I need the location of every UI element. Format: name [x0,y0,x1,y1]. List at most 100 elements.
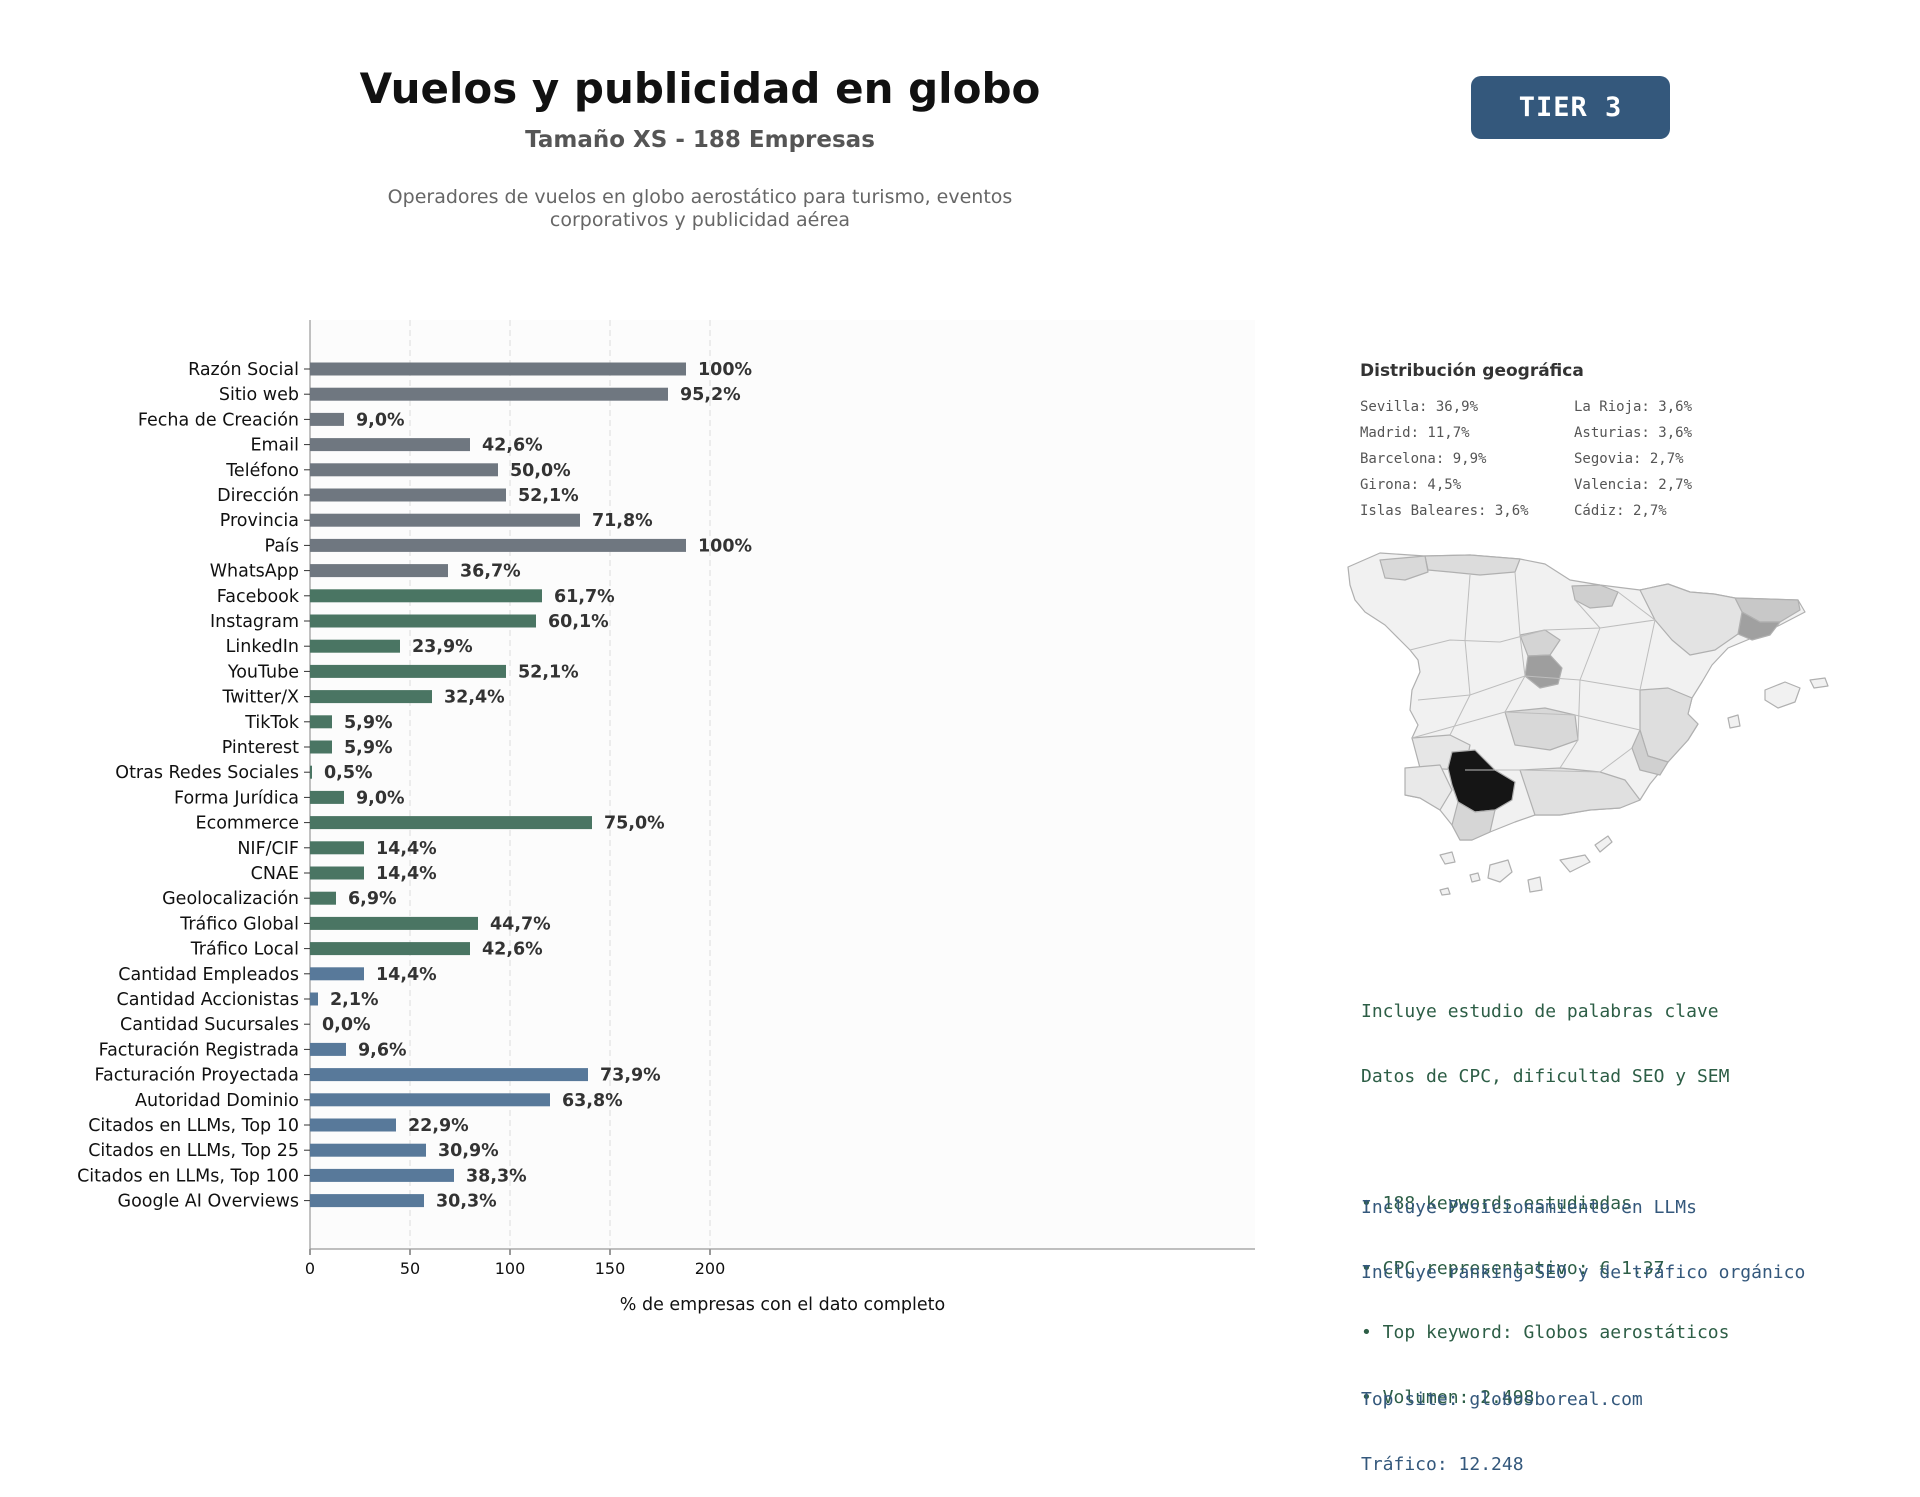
map-island-ibiza [1727,714,1741,729]
category-label: Facturación Registrada [99,1040,299,1060]
llm-line-1: Incluye Posicionamiento en LLMs [1361,1197,1697,1218]
bar [310,589,542,603]
bar [310,1194,424,1208]
category-label: Tráfico Global [179,914,299,934]
value-label: 22,9% [408,1116,469,1136]
x-tick-label: 150 [595,1259,626,1278]
bar [310,639,400,653]
bar [310,614,536,628]
value-label: 5,9% [344,738,393,758]
map-canary-5 [1559,854,1591,873]
geo-list: Sevilla: 36,9% La Rioja: 3,6% Madrid: 11… [1360,398,1720,520]
value-label: 9,0% [356,788,405,808]
keywords-bullet-2: • CPC representativo: € 1.37 [1361,1257,1665,1279]
tier-badge: TIER 3 [1471,76,1670,139]
category-label: Twitter/X [221,688,299,708]
bar [310,1068,588,1082]
category-label: Instagram [210,612,299,632]
value-label: 23,9% [412,637,473,657]
x-tick-label: 200 [695,1259,726,1278]
category-label: Citados en LLMs, Top 25 [88,1141,299,1161]
category-label: Otras Redes Sociales [115,763,299,783]
value-label: 42,6% [482,940,543,960]
description-line-1: Operadores de vuelos en globo aerostátic… [387,186,1013,208]
value-label: 100% [698,360,752,380]
keywords-bullet-4: • Volumen: 2.498 [1361,1386,1535,1408]
category-label: Sitio web [219,385,299,405]
value-label: 9,0% [356,410,405,430]
geo-item: Sevilla: 36,9% [1360,399,1479,415]
x-tick-label: 50 [400,1259,420,1278]
map-canary-4 [1527,876,1543,893]
chart-description: Operadores de vuelos en globo aerostátic… [0,186,1400,232]
map-canary-2 [1469,872,1481,883]
bar [310,1118,396,1132]
category-label: País [265,536,299,556]
category-label: Cantidad Empleados [118,965,299,985]
category-label: Email [250,436,299,456]
keywords-bullet-3: • Top keyword: Globos aerostáticos [1361,1322,1730,1343]
category-label: Pinterest [222,738,299,758]
value-label: 9,6% [358,1040,407,1060]
value-label: 61,7% [554,587,615,607]
map-canary-7 [1439,887,1451,896]
bar [310,942,470,956]
category-label: WhatsApp [210,562,299,582]
map-region-south [1519,767,1641,816]
map-region-asturias [1379,555,1429,581]
map-canary-1 [1439,851,1456,865]
bar [310,916,478,930]
bar [310,1042,346,1056]
geo-item: Islas Baleares: 3,6% [1360,503,1529,519]
keywords-spacer [1361,1130,1729,1150]
category-label: CNAE [251,864,299,884]
value-label: 100% [698,536,752,556]
bar [310,690,432,704]
value-label: 5,9% [344,713,393,733]
geo-item: Barcelona: 9,9% [1360,451,1487,467]
category-label: Citados en LLMs, Top 100 [77,1166,299,1186]
category-label: Facturación Proyectada [95,1066,299,1086]
bar [310,967,364,981]
bar [310,488,506,502]
map-island-mallorca [1764,681,1801,709]
category-label: Ecommerce [196,814,299,834]
map-region-east [1639,687,1699,763]
description-line-2: corporativos y publicidad aérea [549,209,851,231]
x-tick-label: 0 [305,1259,315,1278]
map-region-cadiz [1451,801,1496,841]
value-label: 30,3% [436,1192,497,1212]
value-label: 6,9% [348,889,397,909]
geo-item: Valencia: 2,7% [1574,477,1693,493]
value-label: 2,1% [330,990,379,1010]
llm-line-2: Incluye ranking SEO y de tráfico orgánic… [1361,1261,1806,1283]
llm-top-site: Top site: globosboreal.com [1361,1389,1643,1410]
bar [310,513,580,527]
geo-title: Distribución geográfica [1360,361,1584,381]
llm-traffic: Tráfico: 12.248 [1361,1453,1524,1475]
value-label: 63,8% [562,1091,623,1111]
llm-spacer [1361,1326,1805,1346]
bar-chart: 0 50 100 150 200 Razón Social 100% Sitio web 95,… [77,320,1255,1315]
geo-item: Segovia: 2,7% [1574,451,1684,467]
x-tick-label: 100 [495,1259,526,1278]
value-label: 36,7% [460,562,521,582]
plot-background [310,320,1255,1249]
value-label: 73,9% [600,1066,661,1086]
map-region-northeast [1639,583,1743,656]
chart-title: Vuelos y publicidad en globo [359,64,1041,113]
geo-item: La Rioja: 3,6% [1574,399,1693,415]
map-region-north [1424,554,1521,576]
map-island-menorca [1809,677,1829,689]
value-label: 0,5% [324,763,373,783]
value-label: 52,1% [518,486,579,506]
bar [310,841,364,855]
bar [310,866,364,880]
category-label: Cantidad Accionistas [116,990,299,1010]
geo-item: Asturias: 3,6% [1574,425,1693,441]
value-label: 71,8% [592,511,653,531]
category-label: Geolocalización [162,889,299,909]
value-label: 42,6% [482,436,543,456]
map-canary-6 [1594,835,1613,853]
value-label: 95,2% [680,385,741,405]
